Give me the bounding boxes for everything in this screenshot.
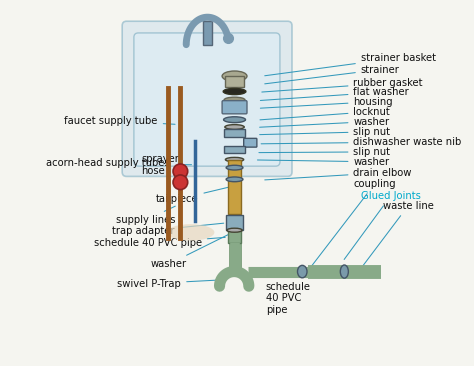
- Text: schedule
40 PVC
pipe: schedule 40 PVC pipe: [265, 276, 310, 315]
- Ellipse shape: [226, 157, 244, 162]
- Text: rubber gasket: rubber gasket: [262, 78, 423, 92]
- Text: faucet supply tube: faucet supply tube: [64, 116, 175, 126]
- Ellipse shape: [227, 228, 242, 232]
- Ellipse shape: [167, 224, 214, 241]
- Text: flat washer: flat washer: [260, 87, 409, 100]
- Text: washer: washer: [150, 232, 234, 269]
- Text: waste line: waste line: [359, 201, 434, 271]
- Bar: [226, 215, 243, 230]
- Bar: [228, 160, 241, 214]
- Ellipse shape: [225, 124, 244, 129]
- Text: coupling: coupling: [308, 179, 396, 271]
- Text: Glued Joints: Glued Joints: [344, 191, 421, 259]
- Text: tailpiece: tailpiece: [156, 187, 228, 205]
- Ellipse shape: [226, 165, 243, 170]
- Circle shape: [173, 175, 188, 190]
- Bar: [225, 76, 244, 87]
- Ellipse shape: [223, 89, 246, 94]
- FancyBboxPatch shape: [134, 33, 280, 166]
- FancyBboxPatch shape: [122, 21, 292, 176]
- Bar: [224, 146, 245, 153]
- Text: acorn-head supply tubes: acorn-head supply tubes: [46, 158, 178, 168]
- Text: slip nut: slip nut: [259, 147, 391, 157]
- Ellipse shape: [224, 117, 246, 123]
- Bar: [224, 129, 245, 137]
- Ellipse shape: [298, 265, 307, 278]
- Text: schedule 40 PVC pipe: schedule 40 PVC pipe: [94, 238, 225, 249]
- Bar: [228, 230, 241, 243]
- Text: drain elbow: drain elbow: [265, 168, 412, 180]
- Text: housing: housing: [260, 97, 393, 108]
- Text: strainer: strainer: [265, 64, 400, 84]
- Text: swivel P-Trap: swivel P-Trap: [118, 279, 217, 289]
- Ellipse shape: [224, 97, 245, 103]
- Text: slip nut: slip nut: [260, 127, 391, 137]
- Text: washer: washer: [257, 157, 390, 167]
- Text: supply lines: supply lines: [116, 206, 175, 225]
- Text: sprayer
hose: sprayer hose: [141, 154, 191, 176]
- Text: dishwasher waste nib: dishwasher waste nib: [261, 137, 462, 147]
- FancyBboxPatch shape: [244, 138, 257, 147]
- Circle shape: [173, 164, 188, 179]
- Text: locknut: locknut: [260, 107, 390, 120]
- Ellipse shape: [340, 265, 348, 278]
- Bar: [203, 21, 212, 45]
- Ellipse shape: [222, 71, 247, 81]
- Ellipse shape: [226, 177, 243, 182]
- Text: washer: washer: [260, 116, 390, 127]
- Text: trap adapter: trap adapter: [112, 223, 224, 236]
- Text: strainer basket: strainer basket: [265, 53, 436, 76]
- FancyBboxPatch shape: [222, 101, 247, 114]
